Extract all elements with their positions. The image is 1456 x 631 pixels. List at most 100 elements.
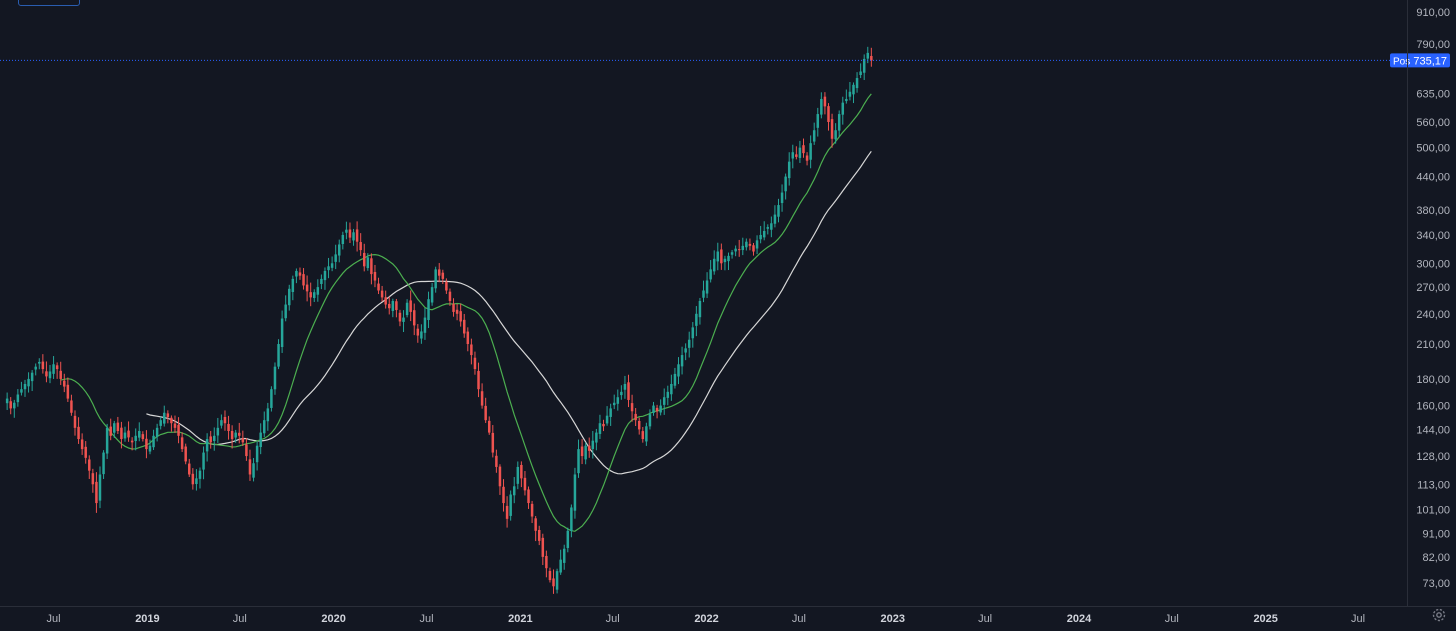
- candle: [195, 469, 198, 491]
- candle: [666, 385, 670, 406]
- candle-body: [580, 446, 584, 457]
- candle: [755, 235, 759, 255]
- candle-body: [95, 481, 98, 504]
- candle: [391, 298, 395, 318]
- candle: [605, 406, 609, 426]
- candle: [537, 525, 541, 546]
- candle: [505, 496, 509, 528]
- candle-body: [23, 383, 27, 390]
- symbol-badge[interactable]: [18, 0, 80, 6]
- candle: [684, 343, 687, 361]
- candle: [709, 260, 712, 283]
- candle-body: [602, 423, 605, 427]
- ma-slow-line: [146, 150, 872, 475]
- candle: [655, 404, 659, 419]
- candle: [427, 291, 430, 329]
- candle: [637, 417, 641, 435]
- candle-body: [466, 331, 470, 345]
- chart-settings-button[interactable]: [1428, 606, 1450, 628]
- candle: [766, 224, 770, 235]
- candle: [55, 362, 59, 379]
- candle: [166, 410, 170, 424]
- candle: [398, 309, 402, 327]
- candle: [270, 386, 273, 412]
- candle-body: [148, 445, 152, 452]
- candle-body: [709, 269, 712, 280]
- candle-body: [434, 269, 437, 289]
- candle: [659, 399, 662, 416]
- candle-body: [134, 435, 137, 442]
- candle: [205, 433, 209, 462]
- candle: [59, 361, 62, 385]
- candle: [648, 409, 652, 430]
- candle: [152, 429, 155, 450]
- candle-body: [684, 348, 687, 353]
- candle: [698, 297, 702, 325]
- candle-body: [45, 371, 48, 377]
- candle: [827, 103, 830, 131]
- candle: [420, 324, 423, 344]
- candle: [295, 268, 298, 284]
- candle-body: [537, 529, 541, 541]
- candle-body: [155, 427, 159, 437]
- candle: [202, 446, 205, 480]
- candle: [598, 414, 602, 439]
- candle: [795, 146, 798, 160]
- candle-body: [441, 272, 445, 279]
- candle: [298, 267, 302, 280]
- candle: [223, 410, 227, 431]
- candle: [352, 228, 355, 246]
- candle-body: [823, 96, 827, 107]
- candle-body: [752, 245, 755, 252]
- candle-body: [795, 154, 798, 157]
- candle-body: [462, 319, 466, 334]
- candle-body: [491, 432, 495, 453]
- candle: [412, 303, 416, 336]
- candle-body: [677, 364, 680, 377]
- candle-body: [84, 446, 87, 458]
- x-tick-label: 2019: [135, 613, 159, 625]
- candle-body: [309, 292, 312, 298]
- candle: [52, 356, 55, 379]
- candle-body: [255, 445, 259, 463]
- candle: [5, 392, 9, 410]
- candle-body: [191, 473, 195, 485]
- candle-body: [338, 244, 341, 256]
- candle: [216, 417, 220, 443]
- candle: [323, 267, 327, 290]
- candle: [123, 426, 127, 442]
- candle-body: [230, 430, 234, 440]
- candle: [9, 397, 12, 415]
- candle: [470, 338, 473, 365]
- candle: [491, 425, 495, 458]
- candle-body: [63, 380, 66, 387]
- y-tick-label: 160,00: [1416, 401, 1450, 413]
- candle: [309, 282, 312, 307]
- candle: [77, 417, 80, 444]
- candle-body: [305, 284, 309, 292]
- x-tick-label: 2022: [694, 613, 718, 625]
- candle-body: [395, 301, 398, 311]
- candle: [213, 427, 216, 451]
- candle-body: [327, 266, 330, 271]
- candle-body: [655, 407, 659, 412]
- candle-body: [173, 423, 177, 428]
- candle-body: [359, 242, 362, 251]
- candle-body: [609, 408, 612, 417]
- candle-body: [784, 176, 787, 192]
- candle: [155, 423, 159, 442]
- candle-body: [620, 391, 623, 396]
- candle: [802, 138, 805, 158]
- candle-body: [280, 318, 284, 348]
- candle-body: [141, 434, 145, 440]
- candle-body: [755, 240, 759, 249]
- candle: [741, 237, 745, 256]
- candle-body: [423, 317, 427, 333]
- candle: [455, 303, 459, 321]
- candle: [359, 233, 362, 256]
- candle-body: [288, 288, 291, 306]
- candle-body: [448, 291, 452, 301]
- candle: [712, 250, 716, 275]
